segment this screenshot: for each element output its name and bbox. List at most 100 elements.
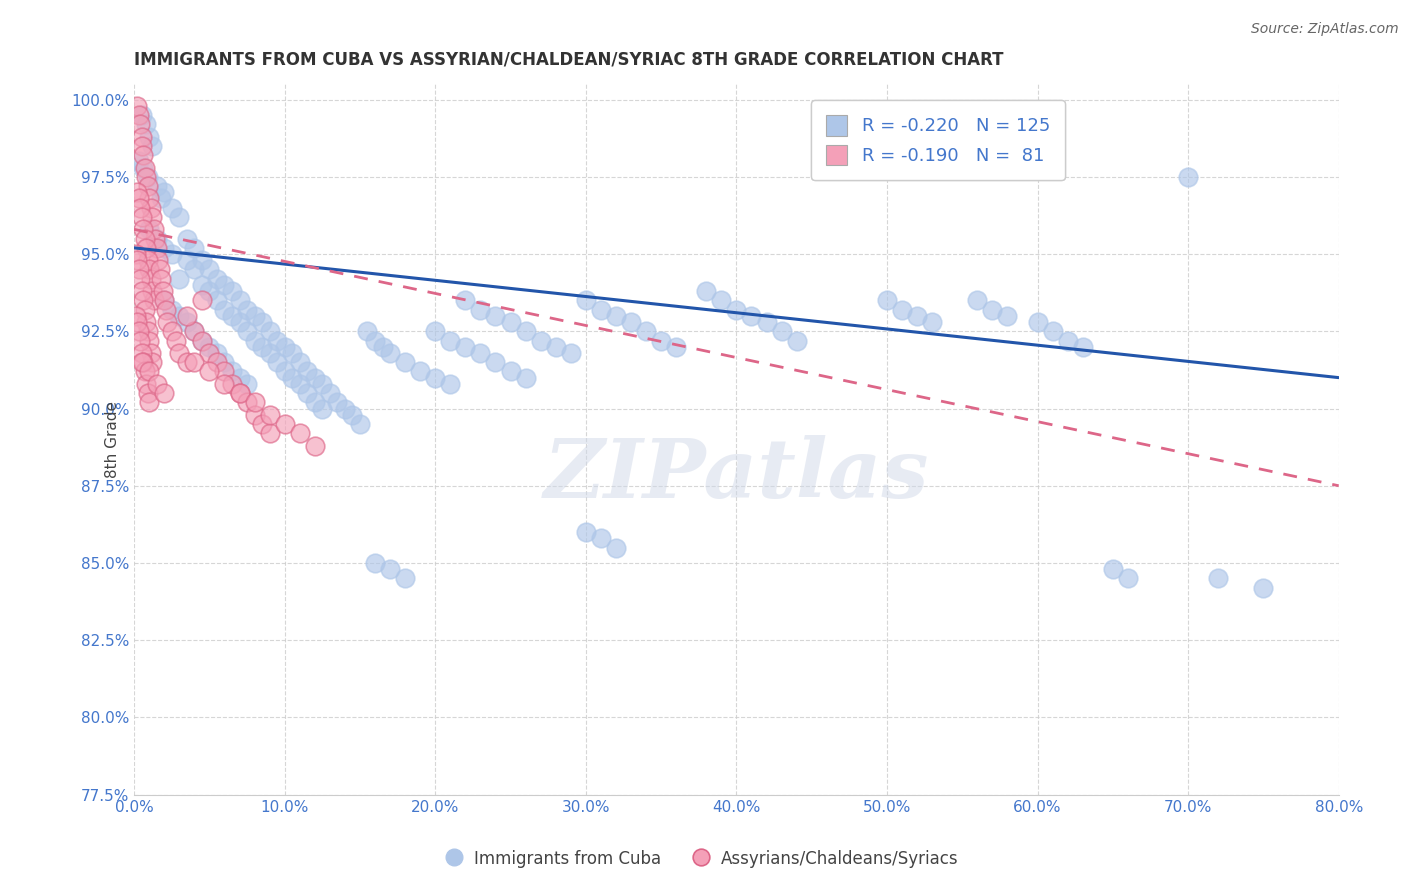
Point [198, 346, 221, 360]
Point [786, 334, 808, 348]
Point [695, 284, 717, 298]
Point [454, 293, 477, 308]
Point [135, 315, 157, 329]
Point [250, 417, 273, 431]
Point [183, 262, 205, 277]
Point [136, 324, 159, 338]
Point [371, 340, 394, 354]
Point [311, 401, 333, 416]
Point [304, 370, 326, 384]
Point [198, 340, 221, 354]
Point [364, 334, 387, 348]
Point [605, 309, 627, 323]
Text: IMMIGRANTS FROM CUBA VS ASSYRIAN/CHALDEAN/SYRIAC 8TH GRADE CORRELATION CHART: IMMIGRANTS FROM CUBA VS ASSYRIAN/CHALDEA… [134, 51, 1004, 69]
Point [128, 262, 150, 277]
Point [191, 293, 214, 308]
Point [132, 161, 155, 175]
Point [484, 309, 506, 323]
Point [183, 324, 205, 338]
Point [530, 334, 553, 348]
Point [160, 247, 183, 261]
Point [141, 139, 163, 153]
Point [138, 129, 160, 144]
Point [138, 222, 160, 236]
Point [891, 302, 914, 317]
Point [128, 154, 150, 169]
Point [605, 541, 627, 555]
Point [304, 395, 326, 409]
Point [134, 302, 156, 317]
Point [575, 293, 598, 308]
Point [288, 376, 311, 391]
Point [349, 417, 371, 431]
Point [156, 315, 179, 329]
Point [139, 201, 162, 215]
Point [326, 395, 349, 409]
Point [124, 247, 146, 261]
Point [228, 315, 250, 329]
Point [145, 376, 167, 391]
Point [165, 334, 187, 348]
Point [356, 324, 378, 338]
Point [127, 99, 149, 113]
Point [997, 309, 1019, 323]
Point [205, 346, 228, 360]
Point [136, 386, 159, 401]
Point [311, 376, 333, 391]
Point [205, 355, 228, 369]
Text: Source: ZipAtlas.com: Source: ZipAtlas.com [1251, 22, 1399, 37]
Point [136, 253, 159, 268]
Point [499, 364, 522, 378]
Point [288, 426, 311, 441]
Point [364, 556, 387, 570]
Point [198, 364, 221, 378]
Point [142, 293, 165, 308]
Point [921, 315, 943, 329]
Point [160, 302, 183, 317]
Point [281, 346, 304, 360]
Point [153, 293, 176, 308]
Point [228, 386, 250, 401]
Point [259, 426, 281, 441]
Point [1056, 334, 1078, 348]
Point [124, 309, 146, 323]
Point [139, 346, 162, 360]
Point [148, 253, 170, 268]
Point [297, 364, 319, 378]
Point [378, 346, 401, 360]
Legend: Immigrants from Cuba, Assyrians/Chaldeans/Syriacs: Immigrants from Cuba, Assyrians/Chaldean… [440, 844, 966, 875]
Point [160, 201, 183, 215]
Point [470, 346, 492, 360]
Point [141, 284, 163, 298]
Point [131, 355, 153, 369]
Point [243, 334, 266, 348]
Point [221, 376, 243, 391]
Point [288, 355, 311, 369]
Point [191, 277, 214, 292]
Point [755, 315, 778, 329]
Point [132, 293, 155, 308]
Point [394, 355, 416, 369]
Point [128, 191, 150, 205]
Point [153, 186, 176, 200]
Point [155, 302, 177, 317]
Point [214, 355, 236, 369]
Point [1042, 324, 1064, 338]
Point [143, 231, 166, 245]
Point [650, 334, 672, 348]
Point [425, 370, 447, 384]
Point [1206, 571, 1229, 585]
Point [454, 340, 477, 354]
Point [409, 364, 432, 378]
Point [169, 309, 191, 323]
Point [152, 284, 174, 298]
Text: ZIPatlas: ZIPatlas [544, 435, 929, 515]
Point [176, 309, 198, 323]
Point [127, 186, 149, 200]
Point [266, 334, 288, 348]
Point [145, 231, 167, 245]
Point [136, 169, 159, 184]
Point [273, 340, 295, 354]
Point [205, 272, 228, 286]
Point [176, 355, 198, 369]
